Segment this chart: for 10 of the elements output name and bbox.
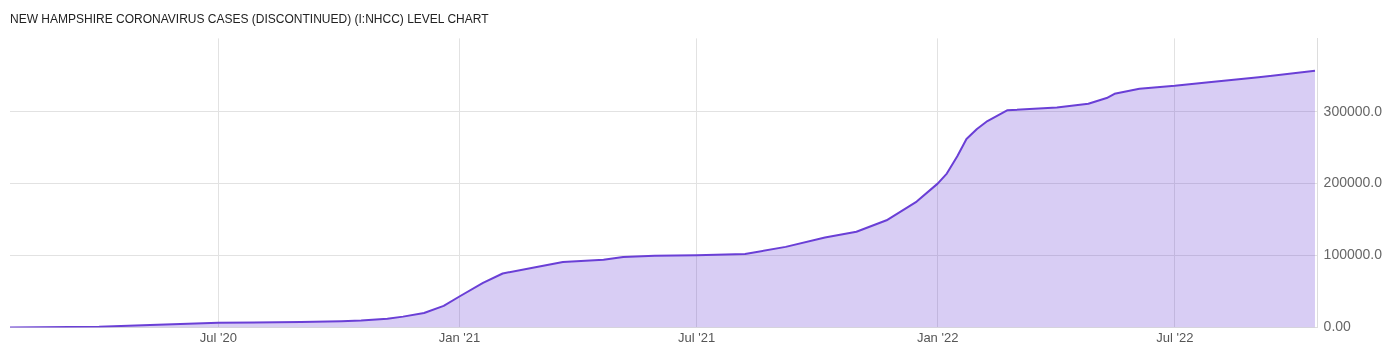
x-tick-label: Jul '22	[1156, 329, 1194, 345]
x-tick-label: Jan '21	[438, 329, 481, 345]
y-tick-label: 100000.0	[1323, 246, 1383, 263]
y-tick-label: 200000.0	[1323, 174, 1383, 191]
x-tick-label: Jan '22	[916, 329, 959, 345]
x-tick-label: Jul '20	[199, 329, 237, 345]
y-tick-label: 300000.0	[1323, 102, 1383, 119]
x-tick-label: Jul '21	[677, 329, 716, 345]
y-tick-label: 0.00	[1323, 318, 1352, 335]
chart-title: NEW HAMPSHIRE CORONAVIRUS CASES (DISCONTINUED) (I:NHCC) LEVEL CHART	[10, 11, 490, 26]
